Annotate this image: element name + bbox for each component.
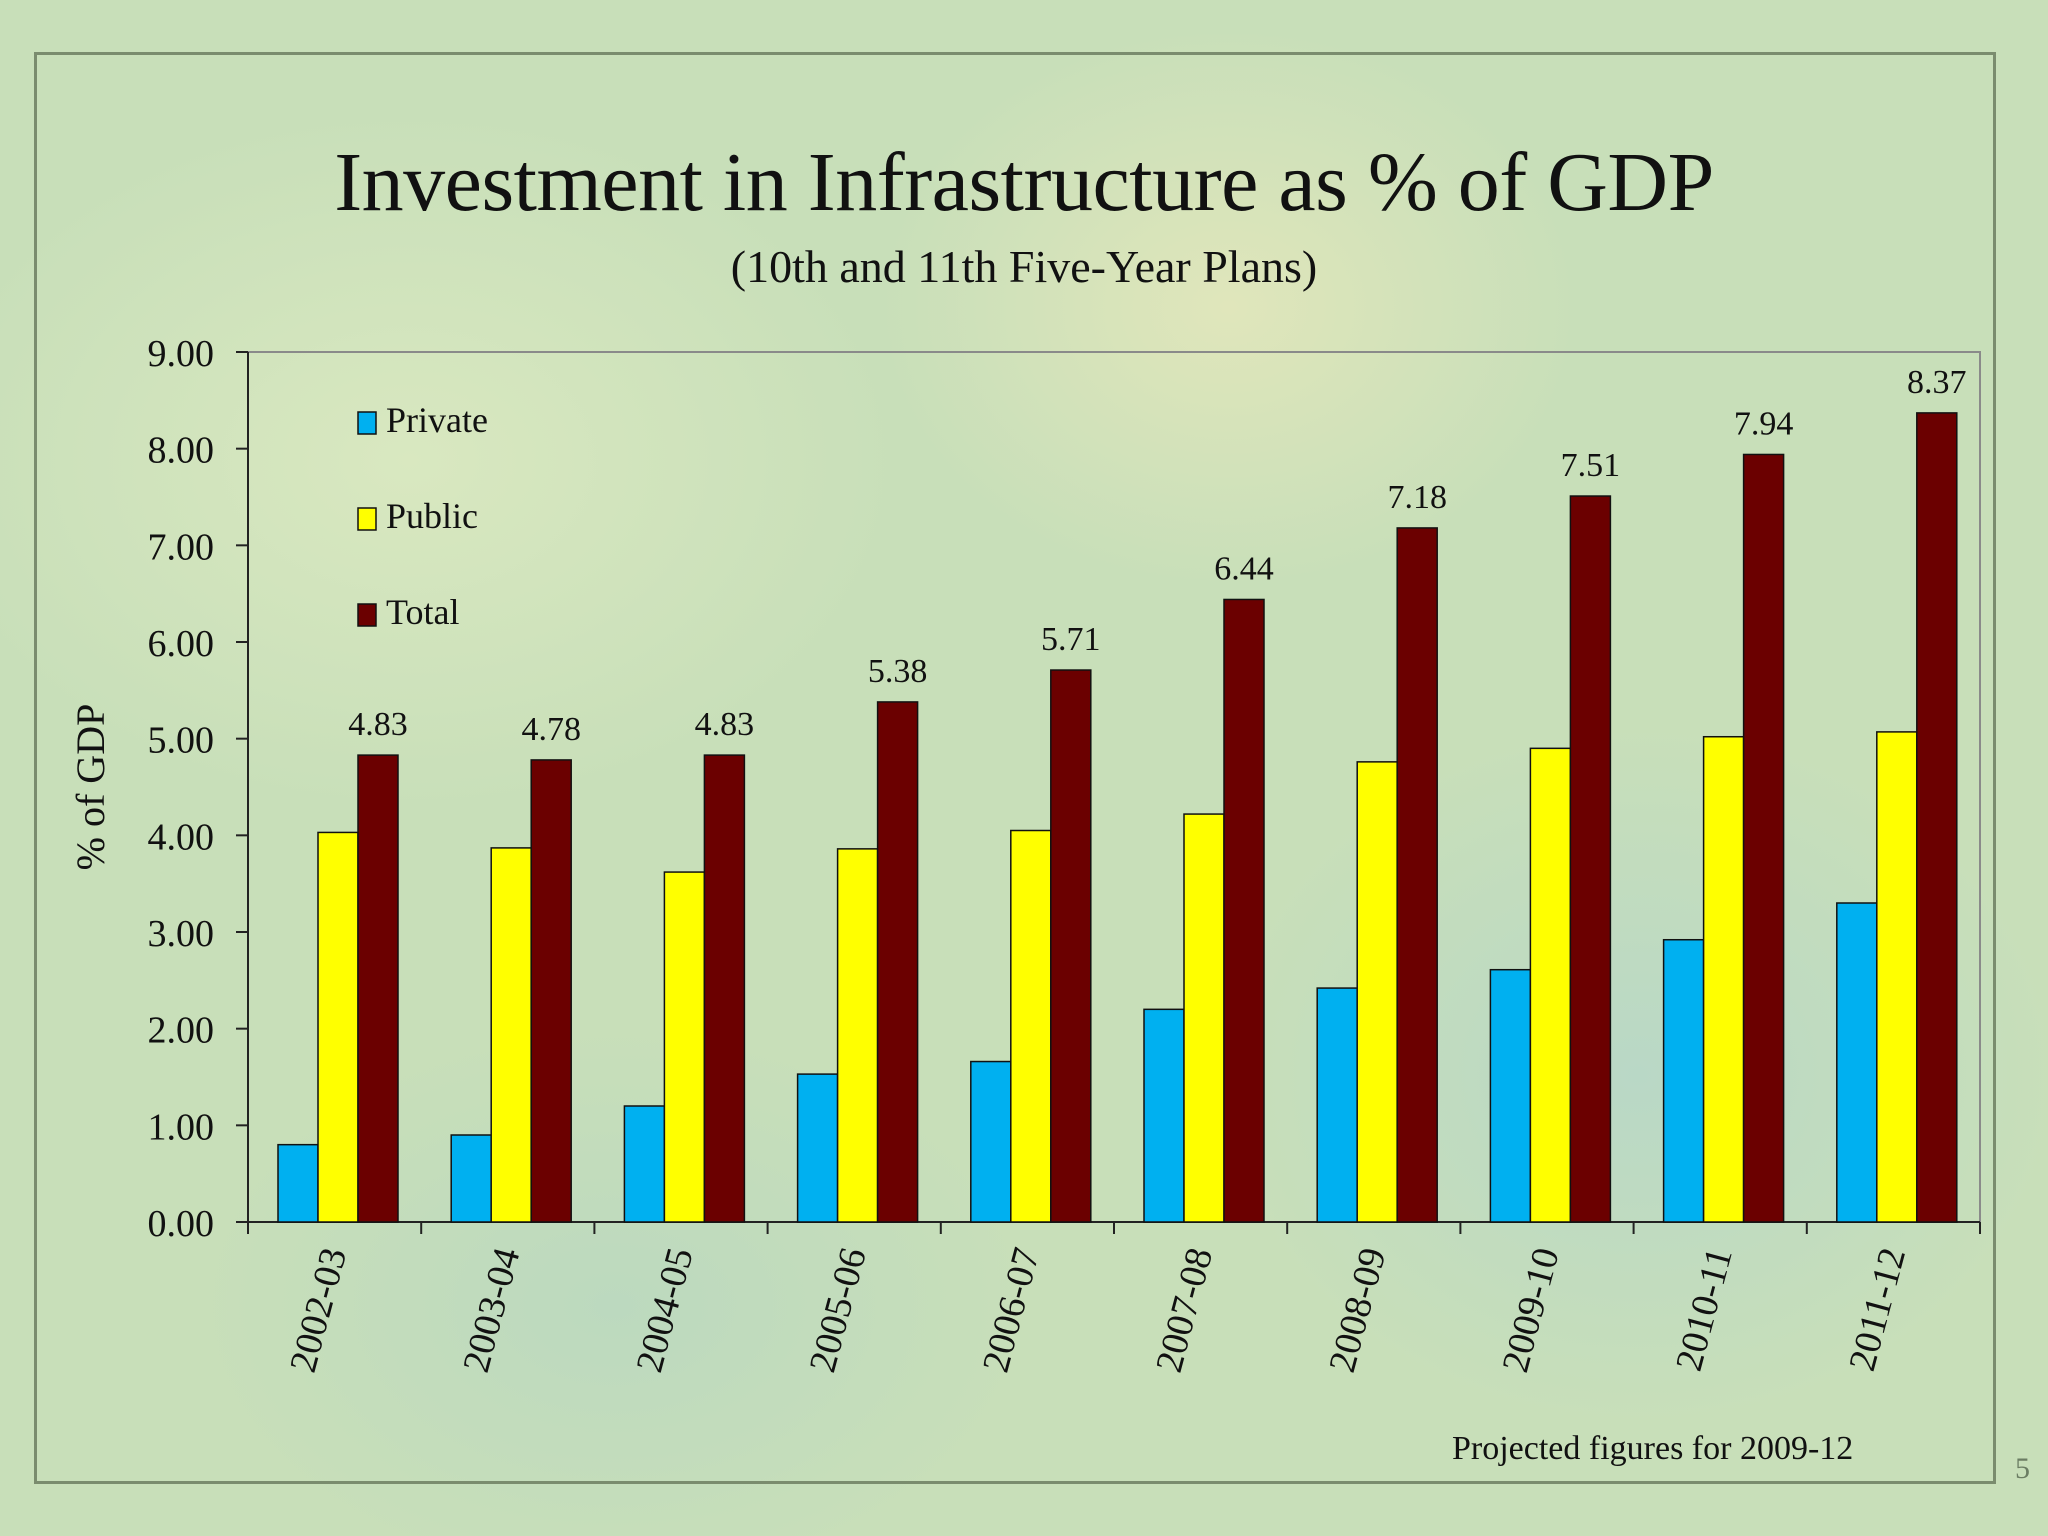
y-tick-label: 0.00 [148, 1203, 215, 1245]
projection-note: Projected figures for 2009-12 [1452, 1430, 1854, 1467]
bar-total [703, 754, 746, 1223]
bar-private [970, 1060, 1012, 1223]
data-label-total: 7.51 [1561, 447, 1621, 484]
bar-public [663, 871, 706, 1223]
y-tick-label: 4.00 [148, 816, 215, 858]
bar-total [1916, 412, 1958, 1223]
data-label-total: 7.18 [1387, 479, 1447, 516]
bar-public [1010, 829, 1052, 1223]
data-label-total: 5.38 [868, 653, 928, 690]
bar-public [1529, 747, 1572, 1223]
slide-frame [34, 52, 1996, 1484]
data-label-total: 7.94 [1734, 405, 1794, 442]
x-tick-label: 2007-08 [1148, 1243, 1221, 1376]
x-tick-label: 2008-09 [1321, 1243, 1394, 1376]
data-label-total: 4.83 [348, 706, 408, 743]
x-tick-label: 2010-11 [1668, 1243, 1741, 1375]
bar-private [1143, 1008, 1185, 1223]
bar-private [1836, 902, 1878, 1223]
bar-private [623, 1105, 666, 1223]
y-tick-label: 6.00 [148, 623, 215, 665]
x-tick-label: 2004-05 [628, 1243, 701, 1376]
x-tick-label: 2003-04 [455, 1243, 528, 1376]
legend-swatch-total [357, 603, 377, 627]
bar-private [1662, 938, 1705, 1223]
bar-private [450, 1134, 492, 1223]
bar-total [1050, 669, 1092, 1223]
data-label-total: 4.78 [521, 711, 581, 748]
data-label-total: 8.37 [1907, 364, 1967, 401]
bar-public [836, 848, 879, 1223]
legend-label-total: Total [386, 592, 459, 632]
legend-label-private: Private [386, 400, 488, 440]
bar-total [1569, 495, 1612, 1223]
x-tick-label: 2002-03 [282, 1243, 355, 1376]
bar-total [1742, 453, 1785, 1223]
bar-private [1316, 987, 1358, 1223]
legend-swatch-private [357, 411, 377, 435]
y-tick-label: 1.00 [148, 1106, 215, 1148]
bar-private [1489, 968, 1532, 1223]
bar-total [876, 701, 919, 1223]
data-label-total: 5.71 [1041, 621, 1101, 658]
chart-title: Investment in Infrastructure as % of GDP [334, 136, 1714, 229]
bar-public [1356, 761, 1398, 1223]
page-number: 5 [2015, 1452, 2030, 1485]
chart-subtitle: (10th and 11th Five-Year Plans) [730, 241, 1318, 292]
bar-private [796, 1073, 839, 1223]
bar-total [357, 754, 399, 1223]
bar-public [1702, 735, 1745, 1223]
bar-private [277, 1143, 319, 1223]
y-axis-title: % of GDP [68, 704, 113, 871]
bar-total [1396, 527, 1438, 1223]
y-tick-label: 5.00 [148, 720, 215, 762]
x-tick-label: 2006-07 [975, 1243, 1048, 1376]
legend-label-public: Public [386, 496, 478, 536]
legend-swatch-public [357, 507, 377, 531]
bar-total [530, 759, 572, 1223]
x-tick-label: 2005-06 [802, 1243, 875, 1376]
y-tick-label: 8.00 [148, 430, 215, 472]
y-tick-label: 7.00 [148, 526, 215, 568]
y-tick-label: 9.00 [148, 333, 215, 375]
x-tick-label: 2009-10 [1494, 1243, 1567, 1376]
bar-public [490, 847, 532, 1223]
data-label-total: 4.83 [695, 706, 755, 743]
bar-public [317, 831, 359, 1223]
data-label-total: 6.44 [1214, 550, 1274, 587]
x-tick-label: 2011-12 [1841, 1243, 1914, 1375]
bar-total [1223, 598, 1265, 1223]
bar-public [1183, 813, 1225, 1223]
y-tick-label: 2.00 [148, 1010, 215, 1052]
bar-public [1876, 731, 1918, 1223]
y-tick-label: 3.00 [148, 913, 215, 955]
